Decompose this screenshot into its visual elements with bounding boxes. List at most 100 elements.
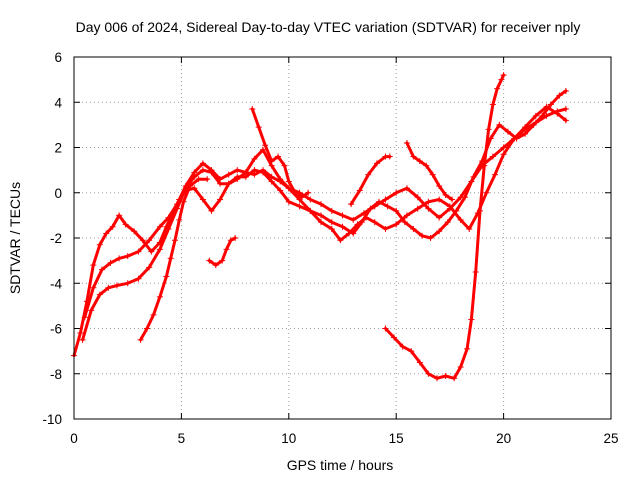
y-tick-label: -10 xyxy=(42,412,62,427)
data-point xyxy=(489,101,496,108)
data-point xyxy=(124,280,131,287)
data-point xyxy=(150,311,157,318)
data-point xyxy=(146,237,153,244)
data-point xyxy=(384,203,391,210)
data-point xyxy=(268,178,275,185)
data-point xyxy=(562,117,569,124)
data-point xyxy=(144,325,151,332)
y-tick-label: -2 xyxy=(50,231,62,246)
series-line xyxy=(83,89,568,319)
data-point xyxy=(176,216,183,223)
data-point xyxy=(494,85,501,92)
data-point xyxy=(393,189,400,196)
data-point xyxy=(442,373,449,380)
data-point xyxy=(451,375,458,382)
data-point xyxy=(416,359,423,366)
data-point xyxy=(225,180,232,187)
tick-layer: 0 5 10 15 20 25 -10 -8 -6 -4 -2 0 2 4 6 xyxy=(42,50,618,446)
series-line xyxy=(250,107,310,199)
data-point xyxy=(365,171,372,178)
data-point xyxy=(446,203,453,210)
data-point xyxy=(416,158,423,165)
data-point xyxy=(547,101,554,108)
data-point xyxy=(318,219,325,226)
series-track-g xyxy=(348,153,393,208)
data-point xyxy=(139,237,146,244)
data-point xyxy=(434,375,441,382)
series-track-b xyxy=(79,103,569,343)
data-point xyxy=(457,216,464,223)
data-point xyxy=(277,187,284,194)
data-point xyxy=(98,266,105,273)
data-point xyxy=(298,194,305,201)
data-point xyxy=(251,167,258,174)
x-tick-label: 25 xyxy=(603,431,618,446)
data-point xyxy=(191,173,198,180)
data-point xyxy=(328,225,335,232)
data-point xyxy=(318,212,325,219)
data-point xyxy=(391,334,398,341)
y-tick-label: 2 xyxy=(54,141,62,156)
data-point xyxy=(489,153,496,160)
data-point xyxy=(418,232,425,239)
data-point xyxy=(496,121,503,128)
data-point xyxy=(414,194,421,201)
data-point xyxy=(403,185,410,192)
data-point xyxy=(337,237,344,244)
series-track-h xyxy=(382,72,507,382)
data-point xyxy=(146,264,153,271)
data-point xyxy=(116,255,123,262)
data-point xyxy=(232,235,239,241)
data-point xyxy=(242,173,249,180)
x-tick-label: 20 xyxy=(496,431,511,446)
data-point xyxy=(292,189,299,196)
data-point xyxy=(234,173,241,180)
data-point xyxy=(208,207,215,214)
data-point xyxy=(500,72,507,79)
y-tick-label: -8 xyxy=(50,367,62,382)
data-point xyxy=(367,205,374,212)
data-point xyxy=(328,219,335,226)
x-tick-label: 10 xyxy=(281,431,296,446)
data-point xyxy=(285,185,292,192)
data-point xyxy=(88,307,95,314)
data-point xyxy=(442,192,449,199)
data-point xyxy=(103,230,110,237)
data-point xyxy=(350,216,357,223)
series-line xyxy=(349,155,392,206)
plot-frame xyxy=(73,56,612,420)
data-point xyxy=(358,219,365,226)
data-point xyxy=(371,219,378,226)
data-point xyxy=(393,221,400,228)
series-track-f xyxy=(249,106,312,201)
series-track-a xyxy=(71,106,569,359)
data-point xyxy=(403,139,410,146)
data-point xyxy=(223,246,230,253)
data-point xyxy=(468,316,475,323)
data-point xyxy=(206,257,213,264)
data-point xyxy=(556,92,563,99)
series-line xyxy=(72,107,568,358)
data-point xyxy=(275,153,282,160)
data-point xyxy=(249,106,256,113)
data-point xyxy=(165,214,172,221)
data-point xyxy=(318,201,325,208)
data-point xyxy=(77,330,84,337)
data-point xyxy=(522,130,529,137)
data-point xyxy=(449,196,456,203)
data-point xyxy=(81,314,88,321)
data-point xyxy=(500,151,507,158)
data-point xyxy=(199,167,206,174)
data-point xyxy=(113,282,120,289)
data-point xyxy=(199,160,206,167)
y-axis-label: SDTVAR / TECUs xyxy=(7,182,23,294)
data-point xyxy=(466,225,473,232)
series-track-d xyxy=(137,176,211,343)
data-point xyxy=(414,205,421,212)
data-point xyxy=(135,248,142,255)
series-track-c xyxy=(81,87,569,321)
data-point xyxy=(339,223,346,230)
data-point xyxy=(260,146,267,153)
data-point xyxy=(382,225,389,232)
data-point xyxy=(410,225,417,232)
